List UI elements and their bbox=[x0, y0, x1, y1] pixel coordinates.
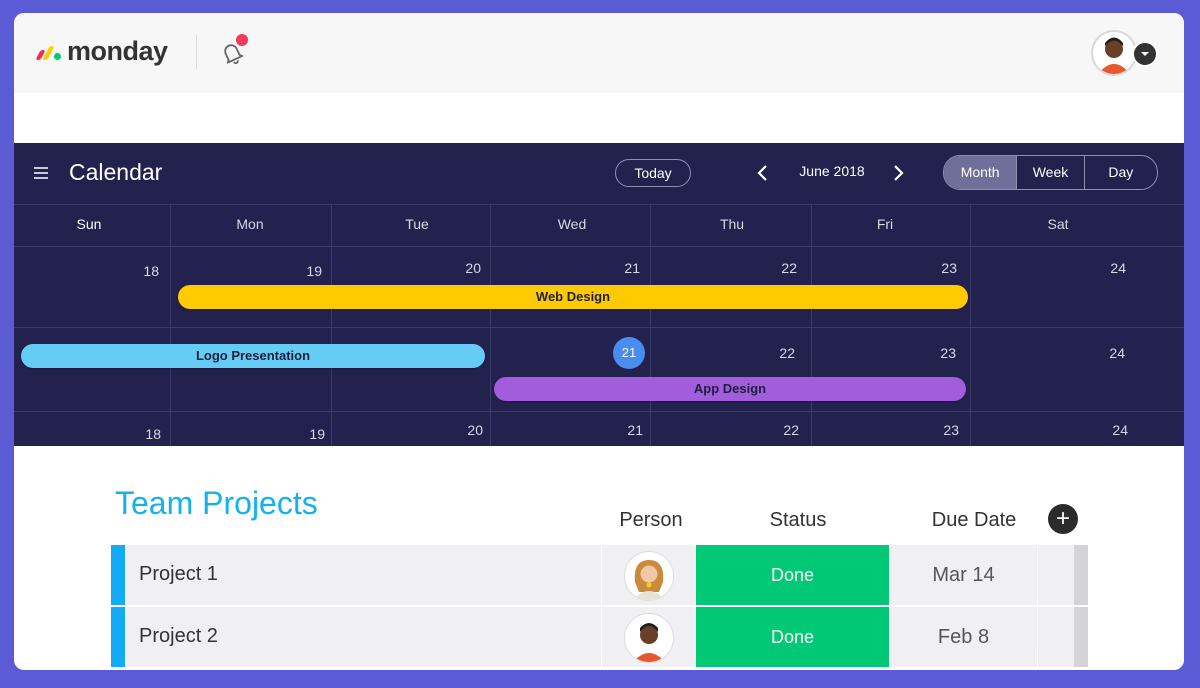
scrollbar[interactable] bbox=[1074, 545, 1088, 605]
day-number[interactable]: 22 bbox=[779, 345, 795, 361]
chevron-right-icon[interactable] bbox=[891, 164, 905, 182]
column-header-due-date[interactable]: Due Date bbox=[931, 509, 1017, 531]
top-bar: monday bbox=[14, 13, 1184, 93]
event-app-design[interactable]: App Design bbox=[494, 377, 966, 401]
logo-mark-icon bbox=[35, 42, 61, 60]
event-web-design[interactable]: Web Design bbox=[178, 285, 968, 309]
app-window: monday Calendar Today bbox=[14, 13, 1184, 670]
person-avatar bbox=[624, 551, 674, 601]
grid-line bbox=[490, 204, 491, 446]
grid-line bbox=[970, 204, 971, 446]
dow-sat: Sat bbox=[1047, 216, 1069, 232]
bell-icon[interactable] bbox=[218, 39, 246, 67]
dow-thu: Thu bbox=[719, 216, 745, 232]
person-cell[interactable] bbox=[602, 607, 695, 667]
day-number[interactable]: 21 bbox=[627, 422, 643, 438]
day-number[interactable]: 23 bbox=[940, 345, 956, 361]
table-row[interactable]: Project 1 Done Mar 14 bbox=[111, 545, 1088, 605]
calendar-header: Calendar Today June 2018 Month Week Day bbox=[14, 143, 1184, 204]
group-color-bar bbox=[111, 545, 125, 605]
day-number[interactable]: 22 bbox=[783, 422, 799, 438]
day-number[interactable]: 18 bbox=[143, 263, 159, 279]
view-month-button[interactable]: Month bbox=[944, 156, 1017, 189]
dow-fri: Fri bbox=[876, 216, 894, 232]
dow-mon: Mon bbox=[236, 216, 264, 232]
topbar-divider bbox=[196, 35, 197, 69]
group-color-bar bbox=[111, 607, 125, 667]
column-header-status[interactable]: Status bbox=[769, 509, 827, 531]
monday-logo[interactable]: monday bbox=[35, 33, 168, 69]
grid-line bbox=[170, 204, 171, 446]
item-name: Project 1 bbox=[139, 563, 218, 585]
menu-icon[interactable] bbox=[34, 167, 48, 179]
dow-wed: Wed bbox=[557, 216, 587, 232]
person-cell[interactable] bbox=[602, 545, 695, 605]
month-label: June 2018 bbox=[799, 163, 865, 179]
grid-line bbox=[14, 204, 1184, 205]
item-name: Project 2 bbox=[139, 625, 218, 647]
person-avatar bbox=[624, 613, 674, 663]
day-number[interactable]: 18 bbox=[145, 426, 161, 442]
today-indicator[interactable]: 21 bbox=[613, 337, 645, 369]
chevron-down-icon[interactable] bbox=[1132, 41, 1158, 67]
view-toggle: Month Week Day bbox=[943, 155, 1158, 190]
day-number[interactable]: 20 bbox=[465, 260, 481, 276]
due-date-cell[interactable]: Mar 14 bbox=[890, 545, 1037, 605]
notification-badge bbox=[236, 34, 248, 46]
today-button[interactable]: Today bbox=[615, 159, 691, 187]
due-date-cell[interactable]: Feb 8 bbox=[890, 607, 1037, 667]
day-number[interactable]: 24 bbox=[1110, 260, 1126, 276]
grid-line bbox=[650, 204, 651, 446]
day-number[interactable]: 21 bbox=[624, 260, 640, 276]
empty-cell bbox=[1038, 545, 1074, 605]
user-avatar[interactable] bbox=[1091, 30, 1137, 76]
add-column-button[interactable]: + bbox=[1048, 504, 1078, 534]
day-number[interactable]: 22 bbox=[781, 260, 797, 276]
item-name-cell[interactable]: Project 1 bbox=[125, 545, 601, 605]
day-number[interactable]: 19 bbox=[309, 426, 325, 442]
view-week-button[interactable]: Week bbox=[1016, 156, 1083, 189]
calendar-grid: Sun Mon Tue Wed Thu Fri Sat 18 19 20 21 … bbox=[14, 204, 1184, 446]
chevron-left-icon[interactable] bbox=[756, 164, 770, 182]
grid-line bbox=[811, 204, 812, 446]
dow-tue: Tue bbox=[405, 216, 429, 232]
day-number[interactable]: 20 bbox=[467, 422, 483, 438]
day-number[interactable]: 23 bbox=[943, 422, 959, 438]
item-name-cell[interactable]: Project 2 bbox=[125, 607, 601, 667]
view-day-button[interactable]: Day bbox=[1083, 156, 1157, 189]
status-cell[interactable]: Done bbox=[696, 607, 889, 667]
grid-line bbox=[14, 411, 1184, 412]
grid-line bbox=[14, 327, 1184, 328]
board-title[interactable]: Team Projects bbox=[115, 485, 318, 521]
empty-cell bbox=[1038, 607, 1074, 667]
day-number[interactable]: 24 bbox=[1112, 422, 1128, 438]
day-number[interactable]: 24 bbox=[1109, 345, 1125, 361]
grid-line bbox=[331, 204, 332, 446]
grid-line bbox=[14, 246, 1184, 247]
day-number[interactable]: 23 bbox=[941, 260, 957, 276]
day-number[interactable]: 19 bbox=[306, 263, 322, 279]
column-header-person[interactable]: Person bbox=[619, 509, 683, 531]
status-cell[interactable]: Done bbox=[696, 545, 889, 605]
dow-sun: Sun bbox=[76, 216, 102, 232]
scrollbar[interactable] bbox=[1074, 607, 1088, 667]
calendar-title: Calendar bbox=[69, 159, 163, 185]
table-row[interactable]: Project 2 Done Feb 8 bbox=[111, 607, 1088, 667]
calendar-widget: Calendar Today June 2018 Month Week Day bbox=[14, 143, 1184, 446]
event-logo-presentation[interactable]: Logo Presentation bbox=[21, 344, 485, 368]
logo-text: monday bbox=[67, 35, 168, 66]
